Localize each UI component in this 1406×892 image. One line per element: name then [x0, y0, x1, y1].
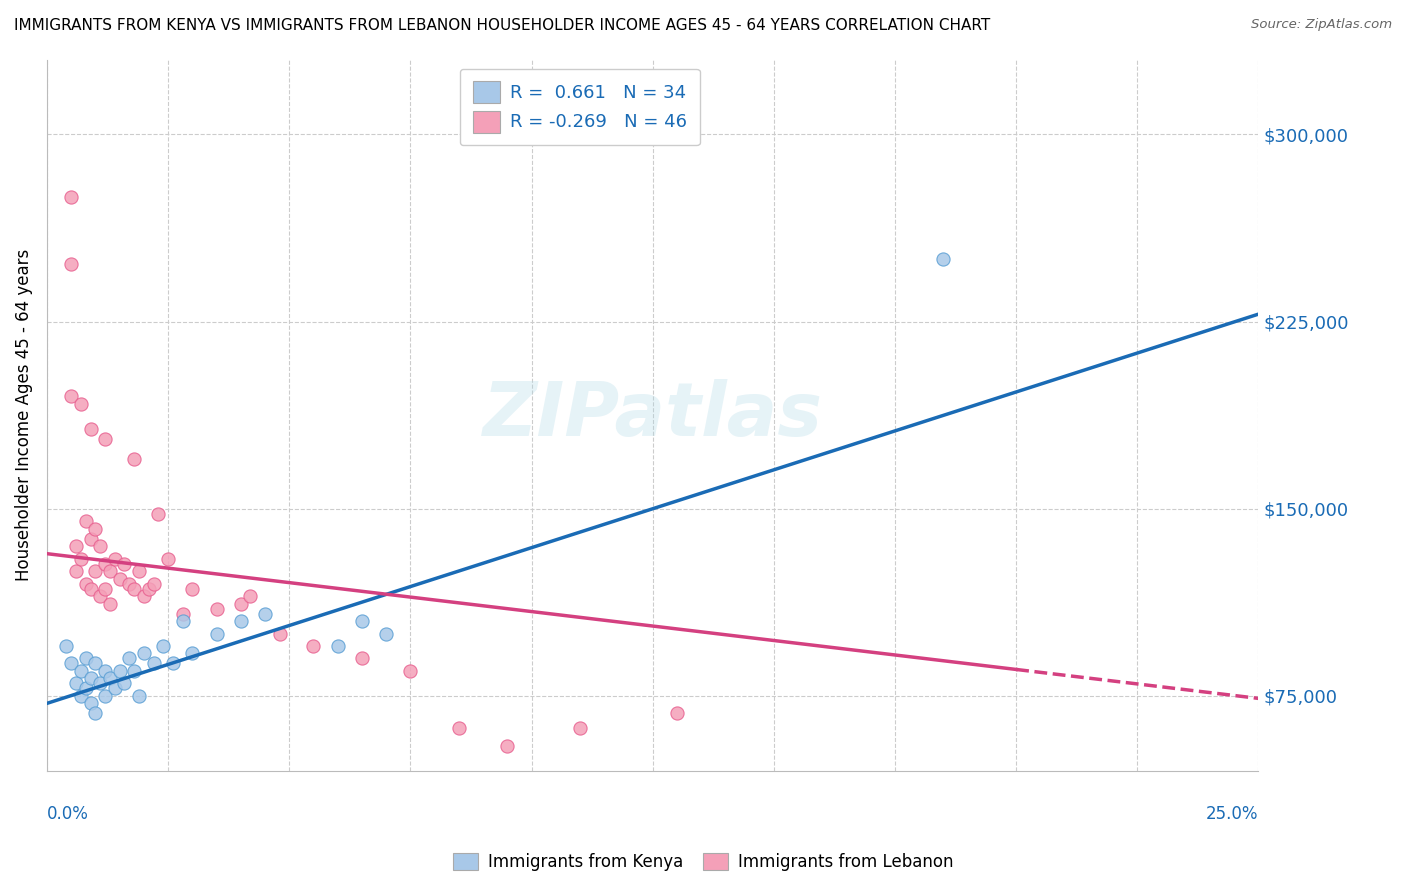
Y-axis label: Householder Income Ages 45 - 64 years: Householder Income Ages 45 - 64 years: [15, 249, 32, 582]
Point: [108, 572, 131, 586]
Point: [75, 651, 97, 665]
Point: [205, 601, 228, 615]
Point: [104, 681, 127, 696]
Point: [205, 626, 228, 640]
Point: [142, 657, 165, 671]
Point: [128, 689, 150, 703]
Point: [98, 597, 121, 611]
Point: [60, 257, 83, 271]
Point: [399, 664, 422, 678]
Point: [75, 681, 97, 696]
Text: Source: ZipAtlas.com: Source: ZipAtlas.com: [1251, 18, 1392, 31]
Point: [118, 576, 141, 591]
Point: [69, 551, 91, 566]
Point: [132, 589, 155, 603]
Point: [79, 532, 101, 546]
Point: [55, 639, 77, 653]
Point: [112, 557, 135, 571]
Point: [172, 614, 194, 628]
Point: [148, 507, 170, 521]
Point: [104, 551, 127, 566]
Point: [350, 614, 373, 628]
Point: [128, 564, 150, 578]
Point: [138, 582, 160, 596]
Point: [229, 597, 252, 611]
Point: [326, 639, 349, 653]
Point: [79, 582, 101, 596]
Point: [269, 626, 291, 640]
Point: [172, 607, 194, 621]
Legend: Immigrants from Kenya, Immigrants from Lebanon: Immigrants from Kenya, Immigrants from L…: [444, 845, 962, 880]
Text: 25.0%: 25.0%: [1206, 805, 1258, 823]
Text: IMMIGRANTS FROM KENYA VS IMMIGRANTS FROM LEBANON HOUSEHOLDER INCOME AGES 45 - 64: IMMIGRANTS FROM KENYA VS IMMIGRANTS FROM…: [14, 18, 990, 33]
Point: [569, 722, 592, 736]
Point: [229, 614, 252, 628]
Point: [122, 664, 145, 678]
Text: ZIPatlas: ZIPatlas: [482, 379, 823, 451]
Point: [65, 564, 87, 578]
Point: [84, 657, 107, 671]
Point: [132, 647, 155, 661]
Point: [496, 739, 519, 753]
Point: [932, 252, 955, 267]
Point: [89, 676, 111, 690]
Point: [350, 651, 373, 665]
Point: [65, 676, 87, 690]
Point: [122, 451, 145, 466]
Point: [94, 689, 117, 703]
Point: [98, 564, 121, 578]
Point: [665, 706, 688, 721]
Point: [302, 639, 325, 653]
Point: [69, 664, 91, 678]
Point: [142, 576, 165, 591]
Point: [84, 522, 107, 536]
Point: [94, 432, 117, 446]
Point: [60, 657, 83, 671]
Point: [94, 557, 117, 571]
Point: [98, 672, 121, 686]
Point: [152, 639, 174, 653]
Point: [94, 582, 117, 596]
Point: [60, 389, 83, 403]
Point: [79, 672, 101, 686]
Point: [181, 647, 204, 661]
Point: [162, 657, 184, 671]
Point: [375, 626, 398, 640]
Point: [157, 551, 180, 566]
Point: [89, 589, 111, 603]
Point: [112, 676, 135, 690]
Point: [69, 397, 91, 411]
Point: [94, 664, 117, 678]
Legend: R =  0.661   N = 34, R = -0.269   N = 46: R = 0.661 N = 34, R = -0.269 N = 46: [460, 69, 700, 145]
Point: [75, 576, 97, 591]
Point: [65, 539, 87, 553]
Point: [181, 582, 204, 596]
Point: [118, 651, 141, 665]
Point: [253, 607, 276, 621]
Point: [84, 706, 107, 721]
Point: [69, 689, 91, 703]
Point: [447, 722, 470, 736]
Point: [79, 422, 101, 436]
Point: [122, 582, 145, 596]
Point: [84, 564, 107, 578]
Point: [108, 664, 131, 678]
Point: [89, 539, 111, 553]
Point: [79, 697, 101, 711]
Point: [75, 514, 97, 528]
Point: [239, 589, 262, 603]
Point: [60, 190, 83, 204]
Text: 0.0%: 0.0%: [46, 805, 89, 823]
